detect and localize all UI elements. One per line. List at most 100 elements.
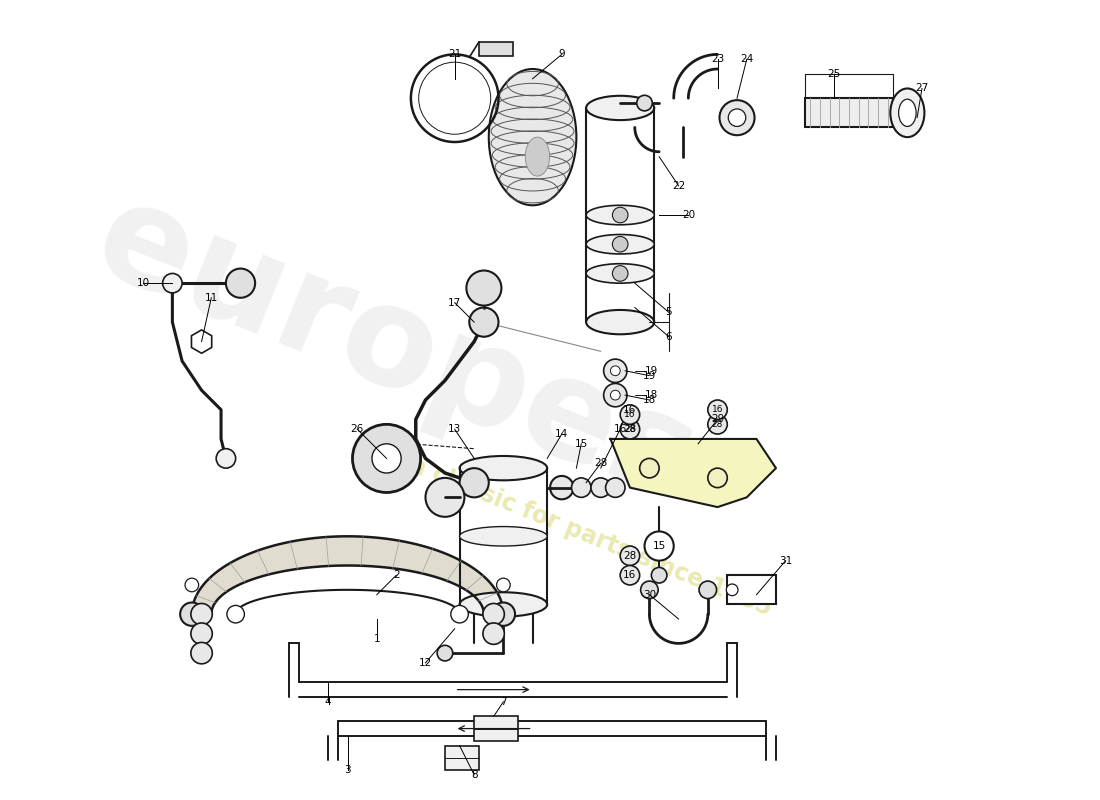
Circle shape	[613, 266, 628, 282]
Circle shape	[613, 207, 628, 223]
Ellipse shape	[460, 526, 547, 546]
Text: 21: 21	[448, 50, 461, 59]
Circle shape	[437, 646, 453, 661]
Text: 16: 16	[624, 410, 636, 419]
Text: 18: 18	[645, 390, 658, 400]
Text: 5: 5	[666, 307, 672, 318]
Circle shape	[719, 100, 755, 135]
Circle shape	[620, 546, 640, 566]
Circle shape	[707, 400, 727, 419]
Text: 6: 6	[666, 332, 672, 342]
Bar	[474, 716, 518, 741]
Text: 26: 26	[351, 424, 364, 434]
Circle shape	[726, 584, 738, 596]
Circle shape	[707, 414, 727, 434]
Text: 13: 13	[448, 424, 461, 434]
Text: 1: 1	[374, 634, 381, 643]
Circle shape	[707, 468, 727, 488]
Circle shape	[451, 606, 469, 623]
Circle shape	[620, 419, 640, 439]
Circle shape	[591, 478, 611, 498]
Text: 19: 19	[642, 370, 656, 381]
Text: 24: 24	[740, 54, 754, 64]
Text: 28: 28	[624, 550, 637, 561]
Ellipse shape	[899, 99, 916, 126]
Text: 23: 23	[711, 54, 724, 64]
Ellipse shape	[460, 592, 547, 617]
Text: 14: 14	[556, 429, 569, 439]
Ellipse shape	[586, 234, 654, 254]
Circle shape	[180, 602, 204, 626]
Text: 2: 2	[393, 570, 399, 580]
Ellipse shape	[890, 89, 924, 137]
Ellipse shape	[526, 137, 550, 176]
Circle shape	[483, 603, 504, 625]
Text: 18: 18	[642, 395, 656, 405]
Text: 4: 4	[324, 697, 331, 706]
Ellipse shape	[586, 96, 654, 120]
Circle shape	[640, 458, 659, 478]
Circle shape	[496, 608, 512, 624]
Circle shape	[572, 478, 591, 498]
Bar	[478, 42, 513, 56]
Circle shape	[191, 642, 212, 664]
Circle shape	[470, 307, 498, 337]
Polygon shape	[610, 439, 775, 507]
Ellipse shape	[586, 206, 654, 225]
Text: 3: 3	[344, 765, 351, 775]
Circle shape	[604, 383, 627, 407]
Text: 11: 11	[205, 293, 218, 302]
Text: 29: 29	[711, 414, 724, 425]
Polygon shape	[191, 536, 504, 614]
Bar	[805, 98, 893, 127]
Text: 16: 16	[712, 406, 724, 414]
Ellipse shape	[488, 69, 576, 206]
Ellipse shape	[586, 264, 654, 283]
Text: 10: 10	[136, 278, 150, 288]
Circle shape	[217, 449, 235, 468]
Text: 28: 28	[712, 420, 723, 429]
Circle shape	[163, 274, 183, 293]
Circle shape	[352, 424, 420, 493]
Circle shape	[460, 468, 488, 498]
Circle shape	[640, 581, 658, 598]
Text: 17: 17	[448, 298, 461, 308]
Text: 15: 15	[574, 439, 587, 449]
Circle shape	[483, 623, 504, 644]
Circle shape	[372, 444, 402, 473]
Text: 28: 28	[624, 424, 637, 434]
Circle shape	[185, 578, 199, 592]
Circle shape	[226, 269, 255, 298]
Text: 16: 16	[614, 424, 627, 434]
Bar	[446, 746, 478, 770]
Circle shape	[728, 109, 746, 126]
Circle shape	[426, 478, 464, 517]
Circle shape	[651, 567, 667, 583]
Circle shape	[645, 531, 673, 561]
Text: 20: 20	[682, 210, 695, 220]
Circle shape	[620, 405, 640, 424]
Circle shape	[637, 95, 652, 111]
Circle shape	[620, 566, 640, 585]
Circle shape	[606, 478, 625, 498]
Text: 8: 8	[471, 770, 477, 780]
Circle shape	[613, 237, 628, 252]
Text: 16: 16	[624, 405, 637, 414]
Text: 12: 12	[419, 658, 432, 668]
Ellipse shape	[586, 310, 654, 334]
Circle shape	[496, 578, 510, 592]
Text: 30: 30	[642, 590, 656, 600]
Text: 28: 28	[624, 425, 636, 434]
Circle shape	[604, 359, 627, 382]
Bar	[727, 575, 776, 605]
Circle shape	[610, 366, 620, 376]
Circle shape	[492, 602, 515, 626]
Text: 25: 25	[827, 69, 842, 79]
Text: 22: 22	[672, 181, 685, 191]
Circle shape	[191, 623, 212, 644]
Circle shape	[227, 606, 244, 623]
Text: europes: europes	[77, 170, 715, 533]
Circle shape	[698, 581, 716, 598]
Text: 15: 15	[652, 541, 666, 551]
Text: 31: 31	[779, 556, 792, 566]
